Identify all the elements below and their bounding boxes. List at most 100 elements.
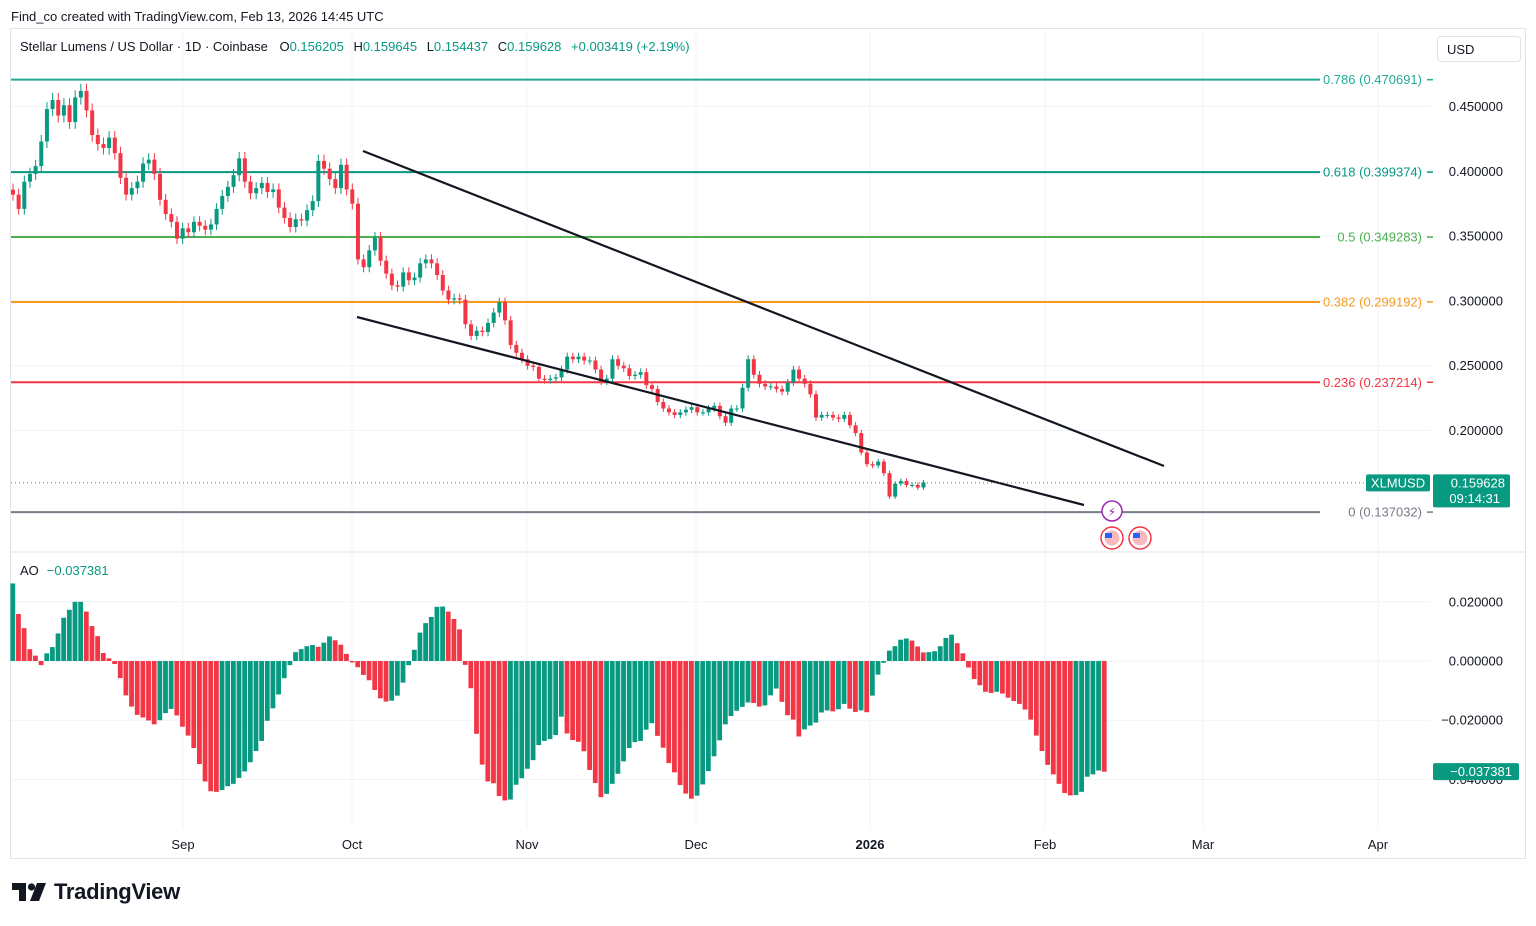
candle-body (220, 195, 225, 209)
ao-bar (677, 661, 683, 786)
candle-body (751, 359, 756, 375)
candle-body (39, 141, 44, 167)
candle-body (158, 173, 163, 200)
candle-body (423, 259, 428, 264)
candle-body (56, 100, 61, 116)
candle-body (814, 394, 819, 418)
ao-bar (655, 661, 660, 736)
ao-bar (264, 661, 270, 721)
candle-body (633, 374, 638, 377)
candle-body (310, 201, 315, 211)
candle-body (146, 159, 151, 164)
candle-body (531, 365, 536, 367)
ao-bar (298, 649, 304, 661)
x-tick-label: Apr (1368, 837, 1389, 852)
candle-body (322, 160, 327, 169)
ao-bar (1000, 661, 1005, 694)
ao-bar (615, 661, 621, 774)
candle-body (299, 219, 304, 221)
candle-body (446, 290, 451, 300)
ao-bar (756, 661, 762, 707)
candle-body (915, 484, 920, 488)
candle-body (395, 285, 400, 287)
ao-bar (423, 623, 429, 661)
ao-bar (519, 661, 525, 779)
candle-body (452, 298, 457, 300)
ao-bar (191, 661, 197, 749)
currency-selector[interactable]: USD (1437, 36, 1521, 62)
ao-bar (394, 661, 400, 696)
candle-body (288, 217, 293, 228)
candle-body (536, 366, 541, 379)
ao-bar (1096, 661, 1101, 771)
candle-body (582, 356, 587, 361)
ao-bar (689, 661, 694, 799)
ao-bar (27, 649, 33, 661)
ao-bar (547, 661, 553, 740)
candle-body (378, 237, 383, 261)
us-flag-canton (1105, 533, 1112, 538)
ao-bar (971, 661, 977, 680)
ao-bar (903, 638, 909, 661)
candle-body (774, 386, 779, 390)
candle-body (135, 181, 140, 189)
candle-body (11, 189, 15, 195)
candle-body (350, 189, 355, 204)
ao-bar (1101, 661, 1107, 772)
ao-bar (508, 661, 513, 800)
candle-body (672, 412, 677, 415)
candle-body (700, 412, 705, 414)
candle-body (565, 356, 570, 370)
candle-body (797, 369, 802, 379)
candle-body (706, 408, 711, 413)
ao-bar (621, 661, 626, 762)
ao-bar (564, 661, 570, 734)
ao-bar (541, 661, 547, 741)
x-tick-label: Feb (1034, 837, 1056, 852)
ao-bar (140, 661, 146, 718)
close-value: 0.159628 (507, 39, 562, 54)
price-tick-label: 0.300000 (1449, 293, 1503, 308)
candle-body (514, 344, 519, 353)
ao-bar (72, 601, 78, 661)
ao-bar (790, 661, 796, 720)
ao-bar (428, 616, 434, 661)
candle-body (152, 159, 157, 174)
candle-body (842, 414, 847, 419)
ao-bar (802, 661, 807, 730)
ao-bar (332, 640, 338, 661)
candle-body (881, 461, 886, 474)
candle-body (61, 105, 66, 116)
ao-bar (247, 661, 253, 763)
candle-body (463, 299, 468, 325)
ao-bar (869, 661, 875, 696)
candle-body (729, 408, 734, 423)
ao-bar (95, 636, 101, 661)
candle-body (469, 324, 474, 336)
ao-bar (683, 661, 689, 794)
candle-body (242, 158, 247, 182)
ao-bar (1033, 661, 1039, 736)
ao-bar (734, 661, 740, 711)
candle-body (599, 369, 604, 382)
ao-bar (672, 661, 677, 773)
symbol-tag (1366, 474, 1430, 492)
tradingview-logo[interactable]: TradingView (12, 879, 180, 905)
ao-tick-label: 0.020000 (1449, 594, 1503, 609)
ao-bar (287, 661, 293, 666)
fib-level-label: 0.382 (0.299192) (1323, 294, 1422, 309)
candle-body (519, 352, 524, 360)
price-tick-label: 0.450000 (1449, 99, 1503, 114)
candle-body (73, 97, 78, 123)
ao-bar (49, 647, 55, 661)
candle-body (666, 408, 671, 413)
ao-bar (926, 652, 932, 661)
ao-bar (954, 643, 960, 661)
ao-bar (1067, 661, 1073, 796)
ao-bar (570, 661, 576, 741)
candle-body (621, 365, 626, 369)
candle-body (401, 272, 406, 287)
ao-bar (366, 661, 372, 681)
symbol-legend: Stellar Lumens / US Dollar · 1D · Coinba… (20, 39, 696, 54)
